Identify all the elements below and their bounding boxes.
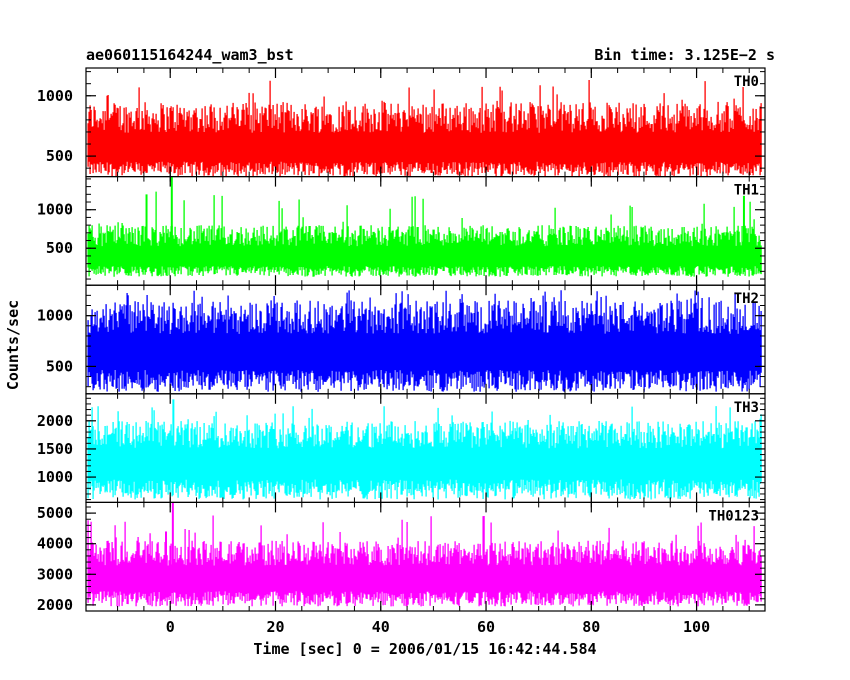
- series-th0123: [87, 515, 762, 607]
- x-tick-label: 60: [477, 618, 495, 636]
- x-tick-label: 0: [166, 618, 175, 636]
- panel-label-th0123: TH0123: [708, 508, 759, 524]
- x-axis-title: Time [sec] 0 = 2006/01/15 16:42:44.584: [253, 640, 596, 658]
- x-tick-label: 40: [372, 618, 390, 636]
- bin-time-label: Bin time: 3.125E−2 s: [594, 46, 775, 64]
- y-tick-label: 3000: [37, 565, 73, 583]
- panel-th0: 500 1000 TH0: [37, 67, 766, 178]
- panel-th2: 500 1000 TH2: [37, 284, 766, 395]
- series-th3: [87, 406, 762, 500]
- y-tick-label: 1000: [37, 468, 73, 486]
- y-tick-label: 1000: [37, 87, 73, 105]
- y-tick-label: 1000: [37, 201, 73, 219]
- panels-group: 500 1000 TH0 500 1000 TH1 500 1000 TH2 1000 1500 20…: [37, 67, 766, 614]
- series-th0: [87, 80, 762, 177]
- x-tick-label: 100: [683, 618, 710, 636]
- y-tick-label: 500: [46, 357, 73, 375]
- series-th2: [87, 290, 762, 392]
- panel-label-th3: TH3: [734, 400, 759, 416]
- y-tick-label: 500: [46, 239, 73, 257]
- y-tick-label: 500: [46, 147, 73, 165]
- panel-frame: [85, 501, 766, 612]
- panel-th1: 500 1000 TH1: [37, 176, 766, 286]
- y-axis-title: Counts/sec: [4, 300, 22, 390]
- y-tick-label: 4000: [37, 535, 73, 553]
- y-tick-label: 2000: [37, 412, 73, 430]
- panel-th0123: 2000 3000 4000 5000 TH0123: [37, 501, 766, 614]
- panel-label-th2: TH2: [734, 291, 759, 307]
- y-tick-label: 1000: [37, 307, 73, 325]
- panel-th3: 1000 1500 2000 TH3: [37, 393, 766, 503]
- x-tick-label: 20: [266, 618, 284, 636]
- y-tick-label: 5000: [37, 504, 73, 522]
- y-tick-label: 1500: [37, 440, 73, 458]
- panel-label-th1: TH1: [734, 183, 759, 199]
- series-th1: [87, 191, 762, 277]
- chart-title: ae060115164244_wam3_bst: [86, 46, 294, 64]
- y-tick-label: 2000: [37, 596, 73, 614]
- x-tick-label: 80: [582, 618, 600, 636]
- x-axis-ticks: 0 20 40 60 80 100: [166, 618, 710, 636]
- panel-label-th0: TH0: [734, 74, 759, 90]
